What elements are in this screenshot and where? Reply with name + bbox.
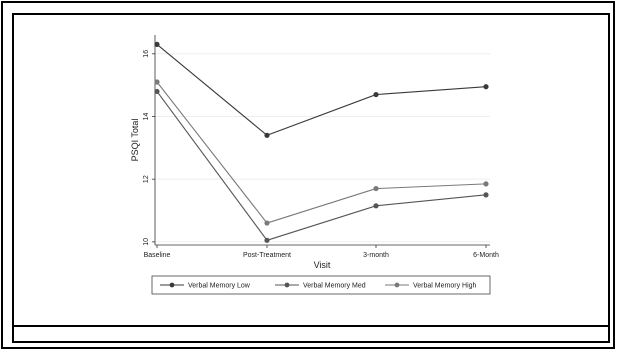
y-tick-label-14: 14 (143, 112, 150, 120)
axes (152, 35, 490, 248)
legend-marker-2 (394, 282, 400, 288)
x-tick-label-0: Baseline (144, 252, 171, 259)
y-axis-title: PSQI Total (130, 119, 140, 162)
y-tick-label-12: 12 (143, 175, 150, 183)
series-1-point-3 (483, 192, 489, 198)
y-tick-label-16: 16 (143, 50, 150, 58)
legend: Verbal Memory Low Verbal Memory Med Verbal… (151, 275, 491, 295)
series-1-point-2 (373, 203, 379, 209)
gridlines (155, 53, 490, 243)
series-line-0 (156, 43, 487, 136)
plot-background (155, 35, 490, 245)
series-2-point-3 (483, 181, 489, 187)
tick-labels: 10 12 14 16 Baseline Post-Treatment 3-month 6-M… (143, 50, 499, 259)
x-axis-title: Visit (314, 260, 331, 270)
series-group (154, 41, 489, 243)
legend-label-1: Verbal Memory Med (303, 283, 366, 290)
series-line-2 (156, 81, 487, 224)
series-1-point-1 (264, 237, 270, 243)
series-line-1 (156, 91, 487, 241)
x-tick-label-1: Post-Treatment (243, 252, 291, 259)
x-tick-label-3: 6-Month (473, 252, 499, 259)
series-0-point-1 (264, 132, 270, 138)
legend-marker-1 (284, 282, 290, 288)
legend-marker-0 (169, 282, 175, 288)
y-tick-label-10: 10 (143, 238, 150, 246)
legend-label-0: Verbal Memory Low (188, 283, 251, 290)
series-0-point-2 (373, 91, 379, 98)
bottom-bar (12, 325, 610, 343)
series-2-point-0 (154, 79, 160, 85)
inner-frame (12, 13, 610, 343)
legend-label-2: Verbal Memory High (413, 283, 477, 290)
series-2-point-2 (373, 185, 379, 192)
series-1-point-0 (154, 88, 160, 95)
legend-box (151, 275, 491, 295)
series-0-point-3 (483, 84, 489, 90)
series-2-point-1 (264, 220, 270, 226)
x-tick-label-2: 3-month (363, 252, 389, 259)
series-0-point-0 (154, 41, 160, 48)
